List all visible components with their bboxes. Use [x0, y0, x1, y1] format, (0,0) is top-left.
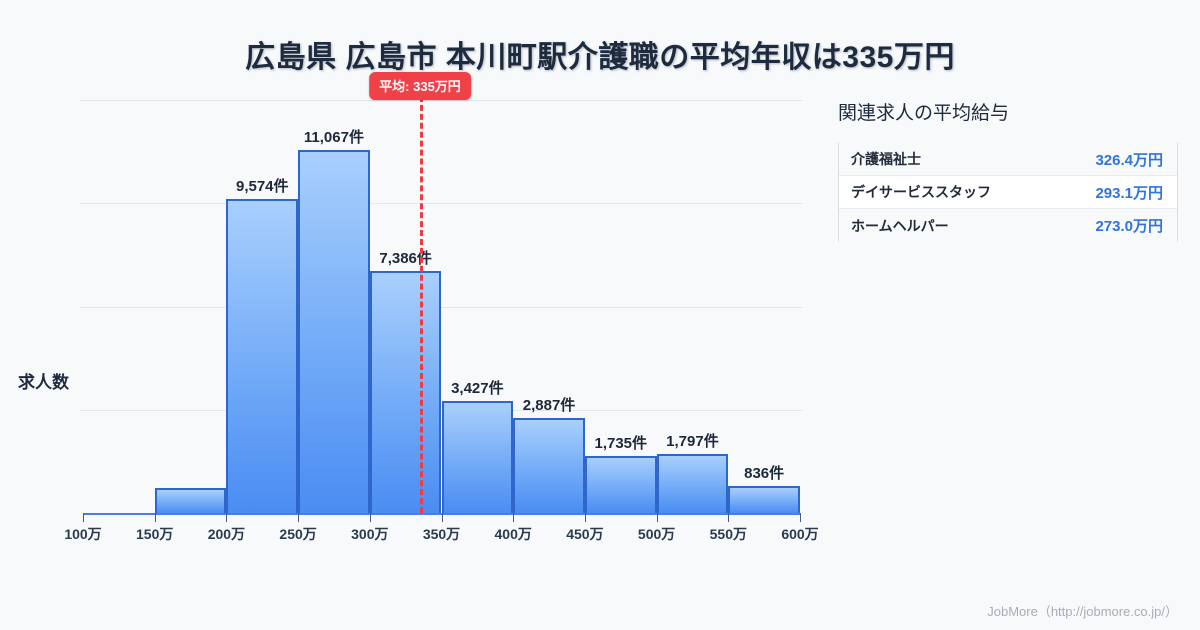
related-salary-panel: 関連求人の平均給与 介護福祉士 326.4万円デイサービススタッフ 293.1万円ホ… [838, 98, 1178, 242]
x-tick-label: 400万 [494, 526, 532, 542]
salary-row[interactable]: 介護福祉士 326.4万円 [839, 143, 1177, 176]
x-tick-label: 250万 [279, 526, 317, 542]
x-tick [226, 513, 228, 522]
bar-value-label: 2,887件 [522, 397, 576, 415]
salary-row[interactable]: ホームヘルパー 273.0万円 [839, 209, 1177, 242]
bar[interactable] [226, 199, 299, 513]
gridline-2 [80, 306, 803, 308]
x-tick [656, 513, 658, 522]
salary-row[interactable]: デイサービススタッフ 293.1万円 [839, 176, 1177, 209]
bar[interactable] [441, 400, 514, 513]
salary-row-name: 介護福祉士 [851, 151, 921, 167]
bar[interactable] [154, 488, 227, 513]
average-line [419, 96, 423, 513]
x-tick-label: 300万 [351, 526, 389, 542]
x-tick-label: 600万 [781, 526, 819, 542]
bar-value-label: 1,735件 [594, 435, 648, 453]
bar-value-label: 3,427件 [451, 379, 504, 397]
x-tick [83, 513, 84, 522]
x-tick-label: 100万 [64, 526, 102, 542]
bar[interactable] [584, 456, 657, 513]
page-title: 広島県 広島市 本川町駅介護職の平均年収は335万円 [245, 41, 955, 74]
bar[interactable] [728, 485, 800, 513]
x-tick-label: 350万 [422, 526, 461, 542]
x-tick [154, 513, 156, 522]
x-tick-label: 550万 [709, 526, 747, 542]
bar[interactable] [369, 270, 442, 513]
average-badge: 平均: 335万円 [369, 72, 471, 100]
bar-value-label: 9,574件 [235, 178, 289, 196]
x-tick [441, 513, 443, 522]
salary-row-name: デイサービススタッフ [851, 184, 991, 200]
x-tick [369, 513, 371, 522]
bar[interactable] [656, 454, 729, 513]
plot-area: 9,574件 11,067件 7,386件 3,427件 2,887件 1,735件 1,7… [64, 72, 819, 542]
bar-value-label: 11,067件 [303, 129, 364, 147]
bar-value-label: 836件 [744, 464, 785, 482]
y-axis-title: 求人数 [18, 373, 69, 392]
bar-value-label: 7,386件 [379, 249, 432, 267]
x-tick-label: 150万 [136, 526, 174, 542]
bar[interactable] [513, 418, 585, 513]
bar[interactable] [298, 150, 370, 513]
salary-row-value: 326.4万円 [1095, 151, 1163, 169]
chart-panel: 求人数 9,574件 11,067件 7,386件 3,427件 2,887件 1,735… [0, 72, 820, 600]
related-salary-table: 介護福祉士 326.4万円デイサービススタッフ 293.1万円ホームヘルパー 273.… [838, 143, 1178, 242]
x-tick [728, 513, 730, 522]
x-tick [298, 513, 300, 522]
gridline-1 [80, 203, 803, 205]
x-tick-label: 500万 [637, 526, 676, 542]
salary-row-value: 293.1万円 [1095, 184, 1163, 202]
related-salary-title: 関連求人の平均給与 [838, 103, 1010, 124]
x-tick-label: 200万 [207, 526, 246, 542]
x-tick-label: 450万 [566, 526, 604, 542]
x-tick [513, 513, 515, 522]
x-tick [584, 513, 586, 522]
footer-credit: JobMore（http://jobmore.co.jp/） [987, 604, 1178, 619]
x-tick [800, 513, 801, 522]
salary-row-value: 273.0万円 [1095, 218, 1163, 235]
bar-value-label: 1,797件 [666, 433, 719, 451]
salary-row-name: ホームヘルパー [851, 217, 949, 234]
gridline-0 [80, 100, 803, 101]
